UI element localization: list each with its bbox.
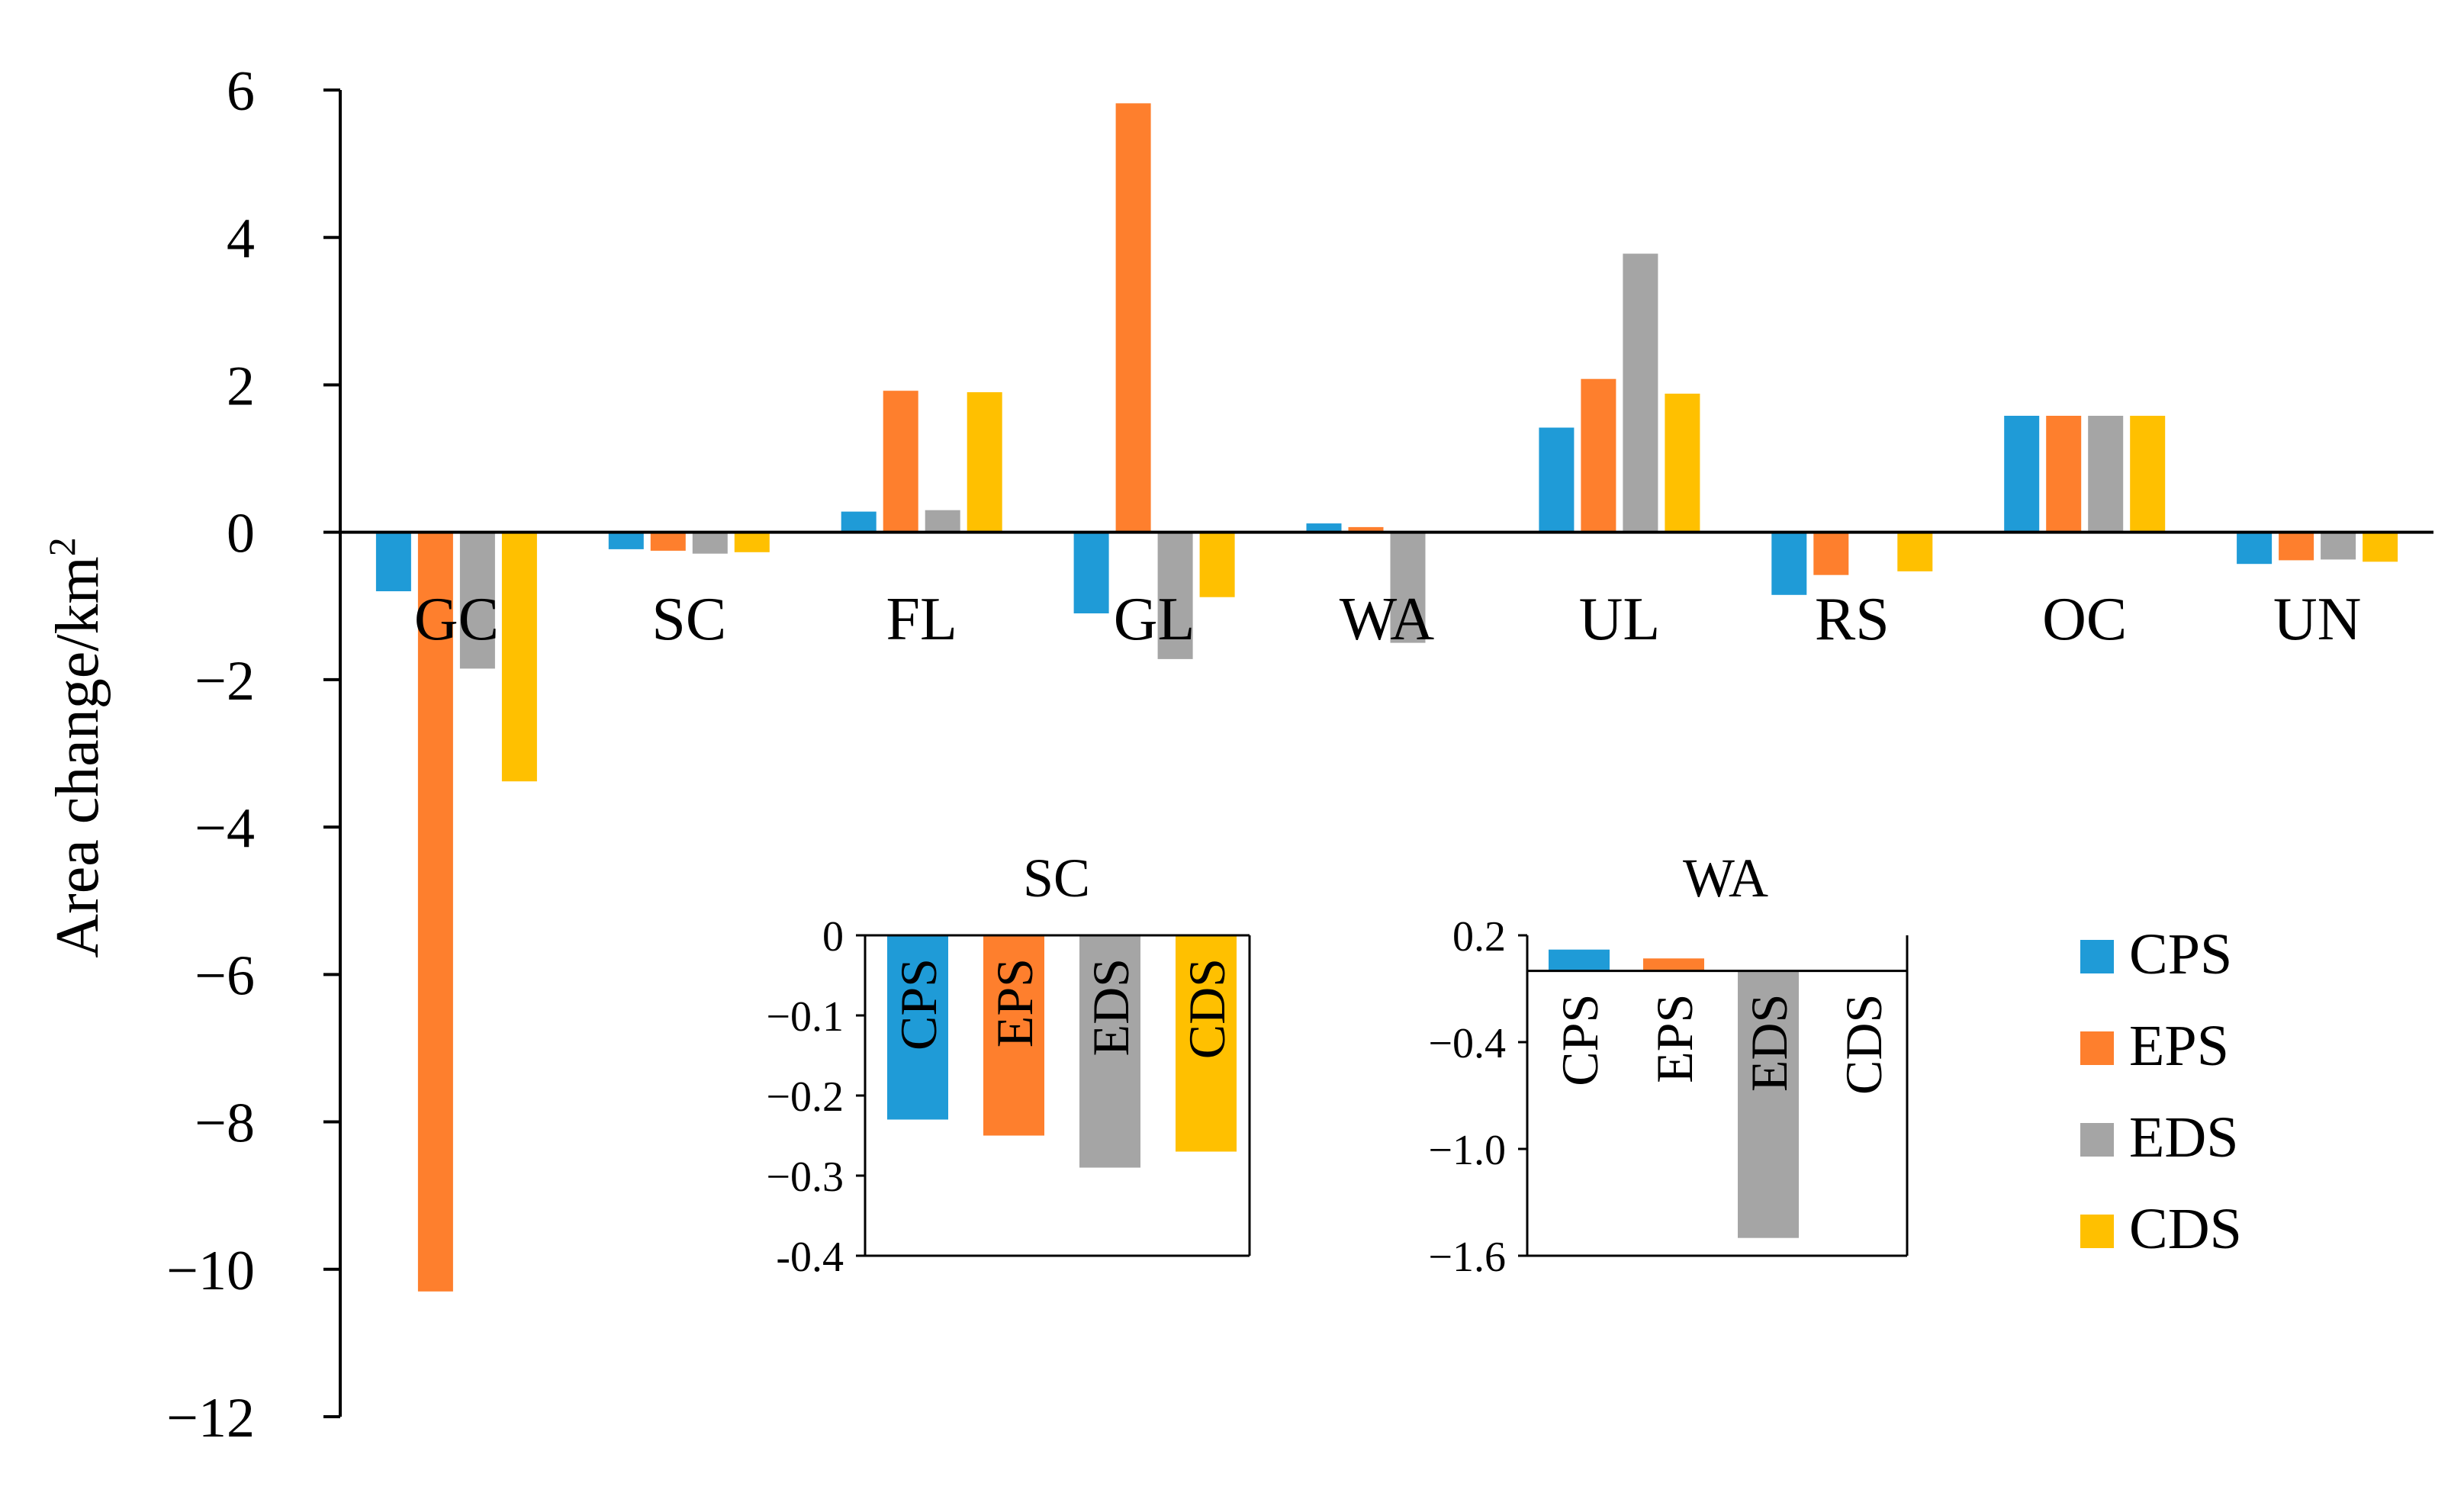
inset-y-tick-label: −0.4 <box>1428 1020 1506 1067</box>
legend-entry-eps: EPS <box>2080 1014 2229 1078</box>
y-tick-label: 2 <box>227 355 255 417</box>
legend-swatch <box>2080 1031 2114 1065</box>
bar-gc-cps <box>375 532 411 591</box>
bar-oc-cds <box>2130 416 2166 533</box>
bar-wa-eds <box>1390 532 1426 643</box>
bar-wa-cps <box>1306 523 1342 533</box>
y-tick-label: −10 <box>166 1240 255 1302</box>
inset-bar-label: CPS <box>1551 994 1609 1086</box>
legend-label: CDS <box>2129 1197 2242 1261</box>
inset-bar-label: EDS <box>1082 958 1140 1056</box>
inset-bar-eps <box>1643 958 1704 971</box>
bar-gc-cds <box>501 532 537 782</box>
bar-sc-eds <box>692 532 728 554</box>
y-tick-label: −8 <box>195 1092 255 1155</box>
inset-y-tick-label: −1.0 <box>1428 1127 1506 1174</box>
bar-fl-eps <box>883 391 918 533</box>
inset-y-tick-label: −0.3 <box>766 1154 844 1201</box>
legend-label: CPS <box>2129 922 2232 986</box>
legend-label: EDS <box>2129 1105 2239 1170</box>
bar-sc-eps <box>650 532 686 551</box>
category-label-gl: GL <box>1114 586 1195 653</box>
bar-ul-eps <box>1581 378 1616 533</box>
inset-bar-label: CPS <box>889 958 947 1051</box>
category-label-fl: FL <box>886 586 957 653</box>
y-tick-label: −4 <box>195 797 255 860</box>
legend-swatch <box>2080 1123 2114 1157</box>
y-tick-label: −12 <box>166 1387 255 1450</box>
bar-rs-cds <box>1897 532 1933 571</box>
inset-bar-label: CDS <box>1835 994 1893 1095</box>
bar-gc-eps <box>417 532 453 1292</box>
inset-sc: SC CPS EPS EDS CDS 0 −0.1 −0.2 −0.3 -0.4 <box>766 848 1251 1281</box>
legend-swatch <box>2080 940 2114 973</box>
bar-rs-eps <box>1813 532 1849 575</box>
inset-title: SC <box>1023 848 1090 909</box>
bar-sc-cds <box>734 532 770 552</box>
inset-bar-eps <box>983 935 1044 1136</box>
bar-wa-eps <box>1348 526 1384 533</box>
inset-y-tick-label: 0.2 <box>1452 913 1506 960</box>
legend: CPS EPS EDS CDS <box>2080 922 2242 1261</box>
y-tick-label: 0 <box>227 503 255 565</box>
inset-y-tick-label: −1.6 <box>1428 1234 1506 1281</box>
category-label-gc: GC <box>414 586 499 653</box>
legend-swatch <box>2080 1215 2114 1248</box>
inset-y-tick-label: −0.2 <box>766 1073 844 1121</box>
bar-un-eps <box>2279 532 2314 561</box>
bar-oc-eds <box>2088 416 2124 533</box>
legend-entry-cps: CPS <box>2080 922 2232 986</box>
inset-bar-label: CDS <box>1178 958 1236 1059</box>
y-tick-label: 6 <box>227 60 255 123</box>
bar-gl-cds <box>1199 532 1235 597</box>
category-label-un: UN <box>2273 586 2362 653</box>
inset-bar-eds <box>1738 970 1799 1238</box>
inset-bar-label: EPS <box>1645 994 1703 1083</box>
category-label-wa: WA <box>1340 586 1435 653</box>
legend-label: EPS <box>2129 1014 2229 1078</box>
bar-ul-cps <box>1539 427 1575 533</box>
category-label-rs: RS <box>1815 586 1890 653</box>
category-label-oc: OC <box>2042 586 2127 653</box>
bar-gl-eps <box>1115 103 1151 533</box>
bar-sc-cps <box>608 532 644 549</box>
bar-un-cds <box>2363 532 2398 562</box>
bar-gl-eds <box>1157 532 1193 659</box>
inset-charts: SC CPS EPS EDS CDS 0 −0.1 −0.2 −0.3 -0.4 WA CPS EPS E… <box>766 848 1909 1281</box>
inset-y-tick-label: −0.1 <box>766 993 844 1041</box>
bar-fl-cps <box>841 511 877 533</box>
y-tick-label: 4 <box>227 208 255 270</box>
bar-un-cps <box>2237 532 2273 565</box>
bar-fl-cds <box>967 392 1002 533</box>
main-bars <box>375 103 2398 1292</box>
inset-bar-eds <box>1079 935 1140 1168</box>
y-tick-label: −2 <box>195 650 255 713</box>
legend-entry-cds: CDS <box>2080 1197 2242 1261</box>
inset-bar-cps <box>887 935 948 1120</box>
y-tick-label: −6 <box>195 944 255 1007</box>
bar-ul-eds <box>1623 253 1658 533</box>
bar-fl-eds <box>925 510 960 533</box>
bar-ul-cds <box>1665 394 1700 533</box>
inset-bar-label: EDS <box>1740 994 1798 1092</box>
bar-oc-cps <box>2004 416 2040 533</box>
inset-wa: WA CPS EPS EDS CDS 0.2 −0.4 −1.0 −1.6 <box>1428 848 1909 1281</box>
bar-un-eds <box>2321 532 2356 560</box>
inset-bar-cds <box>1176 935 1237 1152</box>
bar-gl-cps <box>1073 532 1109 613</box>
inset-bar-cps <box>1549 949 1610 971</box>
inset-title: WA <box>1683 848 1768 909</box>
inset-y-tick-label: -0.4 <box>776 1234 844 1281</box>
category-label-ul: UL <box>1579 586 1661 653</box>
y-axis-label: Area change/km2 <box>40 537 111 957</box>
inset-bar-label: EPS <box>986 958 1044 1047</box>
bar-oc-eps <box>2046 416 2082 533</box>
category-label-sc: SC <box>651 586 726 653</box>
bar-gc-eds <box>459 532 495 669</box>
bar-rs-cps <box>1771 532 1807 595</box>
inset-y-tick-label: 0 <box>822 913 844 960</box>
legend-entry-eds: EDS <box>2080 1105 2239 1170</box>
main-axes: GC SC FL GL WA UL RS OC UN 6 4 2 0 −2 −4 −6 −8 −10 −12 <box>166 60 2433 1450</box>
